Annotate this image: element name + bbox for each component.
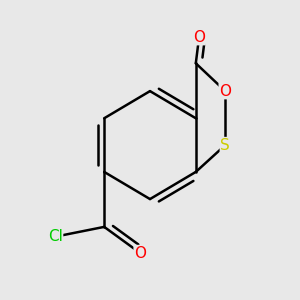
Text: S: S xyxy=(220,138,230,153)
Text: Cl: Cl xyxy=(48,229,63,244)
Text: O: O xyxy=(193,30,205,45)
Text: O: O xyxy=(134,246,146,261)
Text: O: O xyxy=(219,84,231,99)
